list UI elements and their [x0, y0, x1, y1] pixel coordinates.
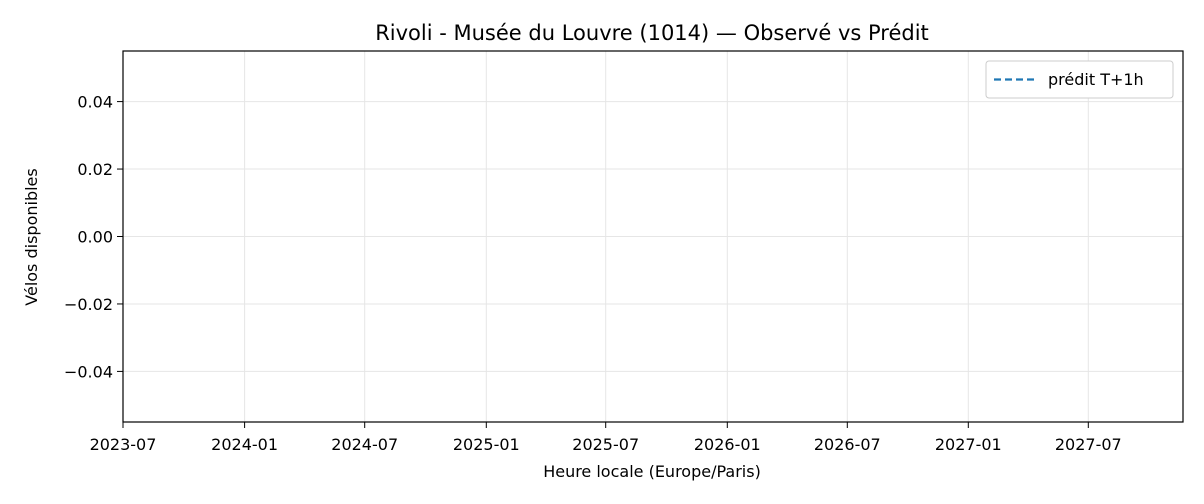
x-tick-label: 2024-07	[331, 435, 398, 454]
x-tick-label: 2025-07	[572, 435, 639, 454]
legend: prédit T+1h	[985, 60, 1174, 99]
x-tick-label: 2026-01	[694, 435, 761, 454]
x-tick-label: 2024-01	[211, 435, 278, 454]
x-tick-label: 2027-01	[935, 435, 1002, 454]
y-tick-label: 0.04	[77, 93, 113, 112]
x-tick-label: 2023-07	[90, 435, 157, 454]
x-tick-label: 2025-01	[453, 435, 520, 454]
chart-title: Rivoli - Musée du Louvre (1014) — Observ…	[375, 21, 929, 45]
y-tick-label: −0.02	[64, 295, 113, 314]
y-axis-label: Vélos disponibles	[22, 168, 41, 305]
y-tick-label: −0.04	[64, 362, 113, 381]
y-tick-label: 0.00	[77, 228, 113, 247]
x-tick-label: 2026-07	[814, 435, 881, 454]
y-tick-label: 0.02	[77, 160, 113, 179]
y-axis-ticks: 0.04 0.02 0.00 −0.02 −0.04	[64, 93, 123, 381]
x-tick-label: 2027-07	[1055, 435, 1122, 454]
x-axis-label: Heure locale (Europe/Paris)	[543, 462, 761, 481]
x-axis-ticks: 2023-07 2024-01 2024-07 2025-01 2025-07 2026-…	[90, 422, 1122, 454]
grid	[122, 51, 1183, 422]
legend-series-label: prédit T+1h	[1048, 70, 1144, 89]
legend-box	[985, 60, 1174, 99]
